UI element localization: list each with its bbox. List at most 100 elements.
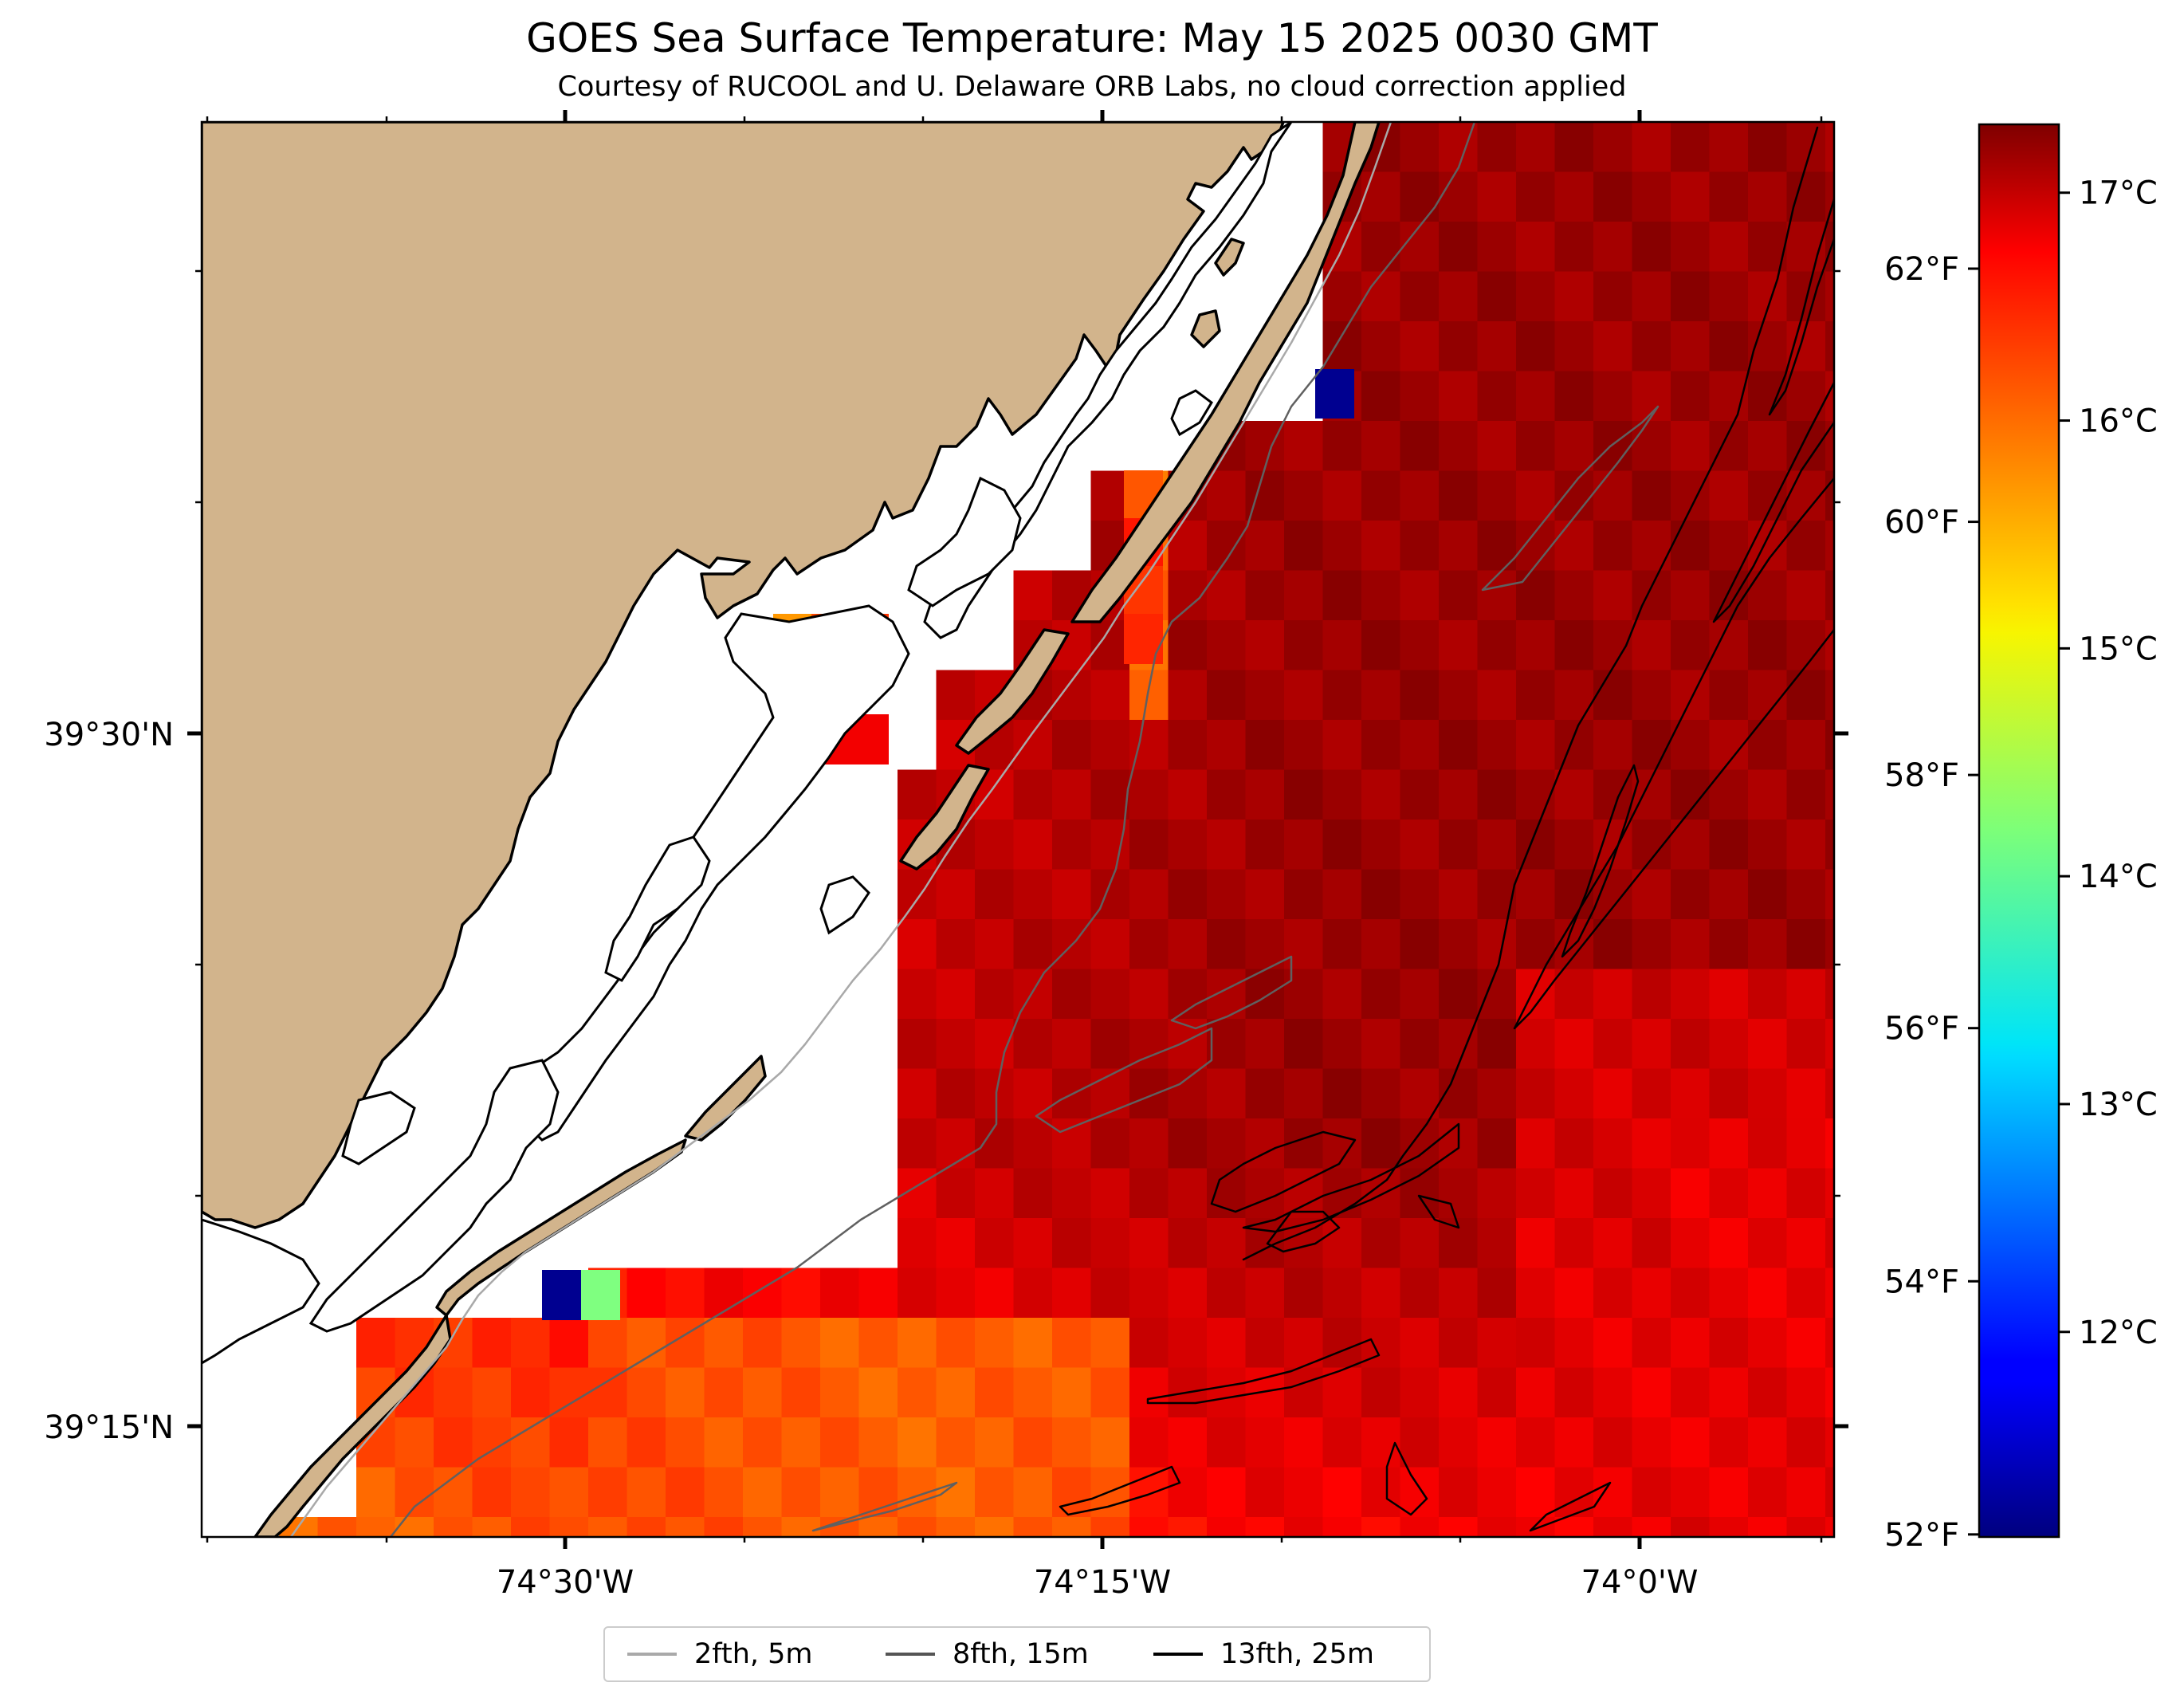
sst-cell — [1593, 1268, 1633, 1319]
sst-cell — [1361, 321, 1401, 372]
sst-cell — [1786, 570, 1826, 621]
sst-cell — [975, 969, 1015, 1020]
sst-cell — [1516, 769, 1556, 820]
sst-cell — [936, 1218, 976, 1269]
sst-cell — [1477, 1467, 1517, 1518]
colorbar-celsius-label: 14°C — [2079, 859, 2158, 895]
colorbar-fahrenheit-label: 54°F — [1884, 1264, 1959, 1300]
sst-cell — [936, 1068, 976, 1119]
sst-cell — [434, 1517, 473, 1537]
sst-cell — [1748, 820, 1788, 871]
sst-cell — [1554, 1318, 1594, 1369]
sst-cell — [1709, 122, 1749, 173]
sst-cell — [1400, 1168, 1440, 1219]
sst-cell — [1477, 1268, 1517, 1319]
sst-cell — [1245, 521, 1285, 572]
sst-cell — [1554, 321, 1594, 372]
sst-cell — [1090, 1367, 1130, 1418]
sst-cell — [1709, 1318, 1749, 1369]
sst-cell — [472, 1318, 512, 1369]
sst-cell — [936, 1517, 976, 1537]
sst-cell — [1052, 1517, 1092, 1537]
colorbar-fahrenheit-label: 62°F — [1884, 251, 1959, 288]
sst-cell — [898, 869, 937, 920]
sst-cell — [1593, 1068, 1633, 1119]
sst-cell — [1516, 1517, 1556, 1537]
sst-cell — [1632, 1068, 1671, 1119]
sst-cell — [1516, 171, 1556, 222]
sst-cell — [1400, 1068, 1440, 1119]
sst-cell — [1516, 1218, 1556, 1269]
sst-cell — [666, 1417, 705, 1468]
sst-cell — [1748, 1218, 1788, 1269]
sst-cell — [1477, 720, 1517, 771]
sst-cell — [1284, 1467, 1324, 1518]
sst-cell — [542, 1270, 581, 1320]
sst-cell — [975, 1268, 1015, 1319]
sst-cell — [1284, 1517, 1324, 1537]
sst-cell — [1090, 1118, 1130, 1169]
sst-cell — [1052, 1467, 1092, 1518]
sst-cell — [1786, 1517, 1826, 1537]
sst-cell — [472, 1467, 512, 1518]
sst-cell — [1709, 321, 1749, 372]
sst-cell — [1129, 919, 1169, 970]
sst-cell — [1477, 1118, 1517, 1169]
sst-cell — [1090, 969, 1130, 1020]
sst-cell — [1632, 670, 1671, 721]
sst-cell — [1129, 969, 1169, 1020]
sst-cell — [1477, 969, 1517, 1020]
legend-label-8fth: 8fth, 15m — [953, 1638, 1089, 1670]
sst-cell — [1671, 570, 1711, 621]
isobath-8fth — [389, 122, 1476, 1537]
sst-cell — [1245, 1118, 1285, 1169]
sst-cell — [1477, 421, 1517, 472]
lon-label-74-15w: 74°15'W — [1034, 1564, 1171, 1601]
sst-cell — [1439, 321, 1479, 372]
sst-cell — [511, 1367, 551, 1418]
sst-cell — [1052, 670, 1092, 721]
sst-cell — [1129, 1019, 1169, 1070]
sst-cell — [1671, 171, 1711, 222]
sst-cell — [1207, 521, 1247, 572]
sst-cell — [1322, 720, 1362, 771]
sst-cell — [1516, 521, 1556, 572]
sst-cell — [1439, 969, 1479, 1020]
sst-cell — [434, 1367, 473, 1418]
sst-cell — [1554, 969, 1594, 1020]
sst-cell — [936, 869, 976, 920]
sst-cell — [1052, 869, 1092, 920]
sst-cell — [1400, 1467, 1440, 1518]
sst-cell — [1168, 969, 1208, 1020]
sst-cell — [704, 1417, 744, 1468]
isobath-2fth — [289, 122, 1392, 1537]
sst-cell — [1400, 620, 1440, 671]
sst-cell — [1284, 570, 1324, 621]
sst-cell — [1245, 570, 1285, 621]
sst-cell — [1245, 720, 1285, 771]
sst-cell — [1671, 1367, 1711, 1418]
lon-label-74-0w: 74°0'W — [1581, 1564, 1699, 1601]
sst-cell — [1671, 1218, 1711, 1269]
sst-cell — [898, 1218, 937, 1269]
sst-cell — [1439, 570, 1479, 621]
sst-cell — [1284, 1068, 1324, 1119]
sst-cell — [1709, 670, 1749, 721]
map-frame — [200, 120, 1836, 1539]
sst-cell — [1207, 820, 1247, 871]
sst-cell — [1748, 869, 1788, 920]
sst-cell — [1709, 1118, 1749, 1169]
sst-cell — [975, 1517, 1015, 1537]
sst-cell — [1477, 869, 1517, 920]
sst-cell — [898, 1417, 937, 1468]
sst-cell — [1168, 820, 1208, 871]
sst-cell — [1593, 1318, 1633, 1369]
sst-cell — [1516, 1068, 1556, 1119]
sst-cell — [1477, 470, 1517, 521]
sst-cell — [1129, 1417, 1169, 1468]
sst-cell — [1207, 670, 1247, 721]
sst-cell — [1748, 1168, 1788, 1219]
sst-cell — [1554, 421, 1594, 472]
colorbar-ticks: 17°C 16°C 15°C 14°C 13°C 12°C 62°F 60°F 58°F 56°F… — [1884, 175, 2158, 1554]
sst-cell — [1322, 1118, 1362, 1169]
